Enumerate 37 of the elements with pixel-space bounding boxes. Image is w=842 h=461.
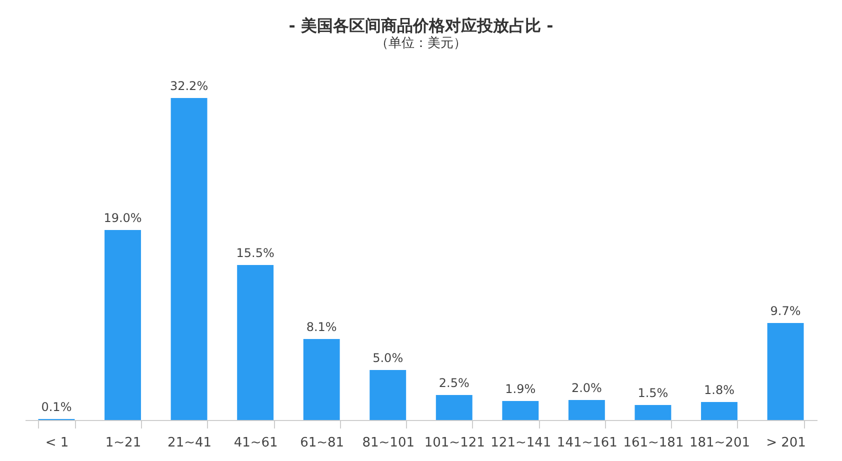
data-label: 32.2% (170, 79, 208, 93)
data-label: 1.9% (505, 382, 536, 396)
bar (370, 370, 406, 420)
x-tick-label: 1~21 (105, 436, 142, 450)
bar (104, 230, 141, 420)
x-tick-label: > 201 (766, 436, 806, 450)
bar (568, 400, 605, 420)
data-label: 9.7% (770, 304, 801, 318)
data-label: 5.0% (372, 351, 404, 365)
data-label: 2.0% (571, 381, 602, 395)
bar (170, 98, 208, 420)
bar (767, 323, 804, 420)
x-tick-label: 41~61 (234, 436, 278, 450)
bar (502, 401, 539, 420)
x-tick-label: 181~201 (689, 436, 750, 450)
data-label: 0.1% (41, 400, 72, 414)
data-label: 2.5% (438, 376, 470, 390)
data-label: 19.0% (104, 211, 142, 225)
x-tick-label: 161~181 (623, 436, 684, 450)
chart-subtitle: （单位：美元） (376, 35, 466, 51)
bar (303, 339, 340, 420)
x-tick-label: 21~41 (168, 436, 212, 450)
x-tick-label: < 1 (45, 436, 69, 450)
x-tick-label: 121~141 (490, 436, 552, 450)
chart-title: - 美国各区间商品价格对应投放占比 - (288, 16, 554, 35)
data-label: 1.5% (638, 386, 668, 400)
bar (634, 405, 672, 420)
data-label: 15.5% (236, 246, 274, 260)
x-tick-label: 81~101 (362, 436, 414, 450)
x-tick-label: 141~161 (556, 436, 618, 450)
x-tick-label: 101~121 (424, 436, 485, 450)
data-label: 1.8% (704, 383, 734, 397)
x-tick-label: 61~81 (300, 436, 344, 450)
data-label: 8.1% (306, 320, 337, 334)
bar (237, 265, 274, 420)
bar (701, 402, 738, 420)
bar (436, 395, 472, 420)
